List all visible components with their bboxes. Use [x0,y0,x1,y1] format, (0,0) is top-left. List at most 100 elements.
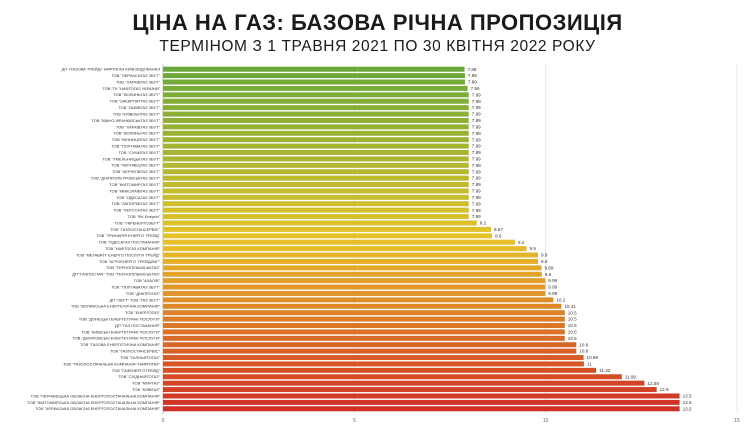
bar [163,310,565,316]
category-label: ТОВ "ДНІПРОГАЗ" [126,291,161,296]
bar [163,214,469,220]
category-label: ДП "ЗБУТ" ТОВ "ГАЗ ЗБУТ" [109,297,160,302]
category-label: ТОВ "ДНІПРОВСЬКІ ЕНЕРГЕТИЧНІ ПОСЛУГИ" [72,336,160,341]
bar [163,367,597,373]
bar [163,92,469,98]
value-label: 7.99 [472,163,481,168]
category-label: ТОВ "ТЕРНОПІЛЬМІСЬКГАЗ" [106,265,161,270]
value-label: 8.6 [495,233,502,238]
category-label: ТОВ "ГК "НАФТОГАЗ УКРАЇНИ" [103,86,161,91]
category-label: ТОВ "АГРОЕНЕРГО ТРЕЙДИНГ" [99,259,160,264]
category-label: ТОВ "ГАЗПОСТАЧСЕРВІС" [110,227,160,232]
bar [163,323,565,328]
value-label: 9.99 [548,278,557,283]
category-label: ТОВ "СУМИГАЗ ЗБУТ" [119,150,161,155]
value-label: 10.8 [579,349,588,354]
category-label: ТОВ "ЗАПОРІЖГАЗ ЗБУТ" [112,201,161,206]
bar [163,265,542,271]
bar [163,303,562,309]
category-label: ТОВ "МИРГАЗ" [132,381,160,386]
value-label: 7.99 [472,112,481,117]
value-label: 13.5 [683,394,692,399]
category-label: ТОВ "НАФТОГАЗ КОМПАНІЯ" [105,246,160,251]
category-label: ТОВ "ІВАНО-ФРАНКІВСЬКГАЗ ЗБУТ" [92,118,161,123]
bar [163,79,465,85]
category-label: ТОВ "ТРИНАРІЯ ЕНЕРГО ТРЕЙД" [96,233,160,238]
value-label: 7.99 [472,99,481,104]
value-label: 7.99 [472,92,481,97]
bar [163,297,554,303]
value-label: 8.2 [480,221,487,226]
category-label: ТОВ "КИЇВГАЗ" [132,387,160,392]
bar [163,124,469,130]
category-label: ТОВ "КИЇВСЬКІ ЕНЕРГЕТИЧНІ ПОСЛУГИ" [81,329,160,334]
bar [163,406,680,412]
bar [163,162,469,168]
value-label: 7.99 [472,195,481,200]
value-label: 7.96 [471,86,480,91]
x-tick-label: 5 [353,418,356,424]
value-label: 10.5 [568,323,577,328]
category-label: ТОВ "КИЇВОБЛГАЗ ЗБУТ" [113,111,161,116]
value-label: 10.99 [587,355,599,360]
category-label: ТОВ "ПОЛТАВАГАЗ ЗБУТ" [111,284,160,289]
value-label: 7.99 [472,214,481,219]
category-label: ТОВ "ЕНЕРГОГАЗ" [125,310,160,315]
bar [163,290,546,296]
value-label: 7.88 [468,67,477,72]
value-label: 7.99 [472,201,481,206]
bar [163,207,469,213]
value-label: 11.32 [599,368,611,373]
bar [163,387,657,393]
category-label: ТОВ "ОДЕСАГАЗ ПОСТАЧАННЯ" [99,240,161,245]
value-label: 13.5 [683,406,692,411]
value-label: 7.99 [472,182,481,187]
bar [163,393,680,399]
value-label: 12.9 [660,387,669,392]
bar [163,130,469,136]
bar [163,342,577,348]
category-label: ТОВ "ЖИТОМИРГАЗ ЗБУТ" [109,182,160,187]
x-tick-label: 15 [734,418,740,424]
value-label: 9.2 [518,240,525,245]
category-label: ТОВ "ВОЛИНСЬКА ЕНЕРГЕТИЧНА КОМПАНІЯ" [71,304,161,309]
value-label: 7.99 [472,208,481,213]
bar [163,85,468,91]
category-label: ТОВ "ДОНЕЦЬКІ ЕНЕРГЕТИЧНІ ПОСЛУГИ" [79,316,161,321]
bar [163,329,565,335]
bar [163,316,565,322]
value-label: 11.99 [625,374,637,379]
category-label: ТОВ "ЧЕРНІВЕЦЬКА ОБЛАСНА ЕНЕРГОПОСТАЧАЛЬ… [31,393,161,398]
value-label: 10.2 [556,297,565,302]
bar [163,111,469,117]
value-label: 7.99 [472,169,481,174]
bar [163,66,465,72]
category-label: ТОВ "ЧЕРНІГІВГАЗ ЗБУТ" [112,169,161,174]
value-label: 9.5 [530,246,537,251]
x-tick-label: 10 [543,418,549,424]
category-label: ТОВ "ОДЕСАГАЗ ЗБУТ" [116,195,160,200]
value-label: 10.5 [568,336,577,341]
category-label: ТОВ "УКРЕНЕРГОЗБУТ" [115,220,161,225]
value-label: 11 [587,362,592,367]
value-label: 10.8 [579,342,588,347]
value-label: 9.99 [548,291,557,296]
value-label: 7.99 [472,189,481,194]
category-label: ДП "ГАЗ ПОСТАЧАННЯ" [115,323,161,328]
value-label: 8.57 [494,227,503,232]
category-label: ТОВ "ВІННИЦЯГАЗ ЗБУТ" [112,137,161,142]
category-label: ТОВ "ГАЗЕНЕРГОТРЕЙД" [112,368,161,373]
bar [163,361,584,367]
category-label: ТОВ "ГАЛНАФТОГАЗ" [120,355,160,360]
category-label: ТОВ "ХЕРСОНГАЗ ЗБУТ" [113,208,160,213]
bar [163,380,645,386]
value-label: 9.8 [541,253,548,258]
bar [163,284,546,290]
category-label: ТОВ "АЗАЛІЯ" [134,278,161,283]
category-label: ТОВ "СХІДНАФТОГАЗ" [118,374,160,379]
category-label: ТОВ "ЧЕРКАСИГАЗ ЗБУТ" [111,73,160,78]
bar [163,233,493,239]
bar [163,399,680,405]
category-label: ТОВ "МЕГАВАТТ ЕНЕРГО ПОСЛУГИ ТРЕЙД" [76,252,161,257]
